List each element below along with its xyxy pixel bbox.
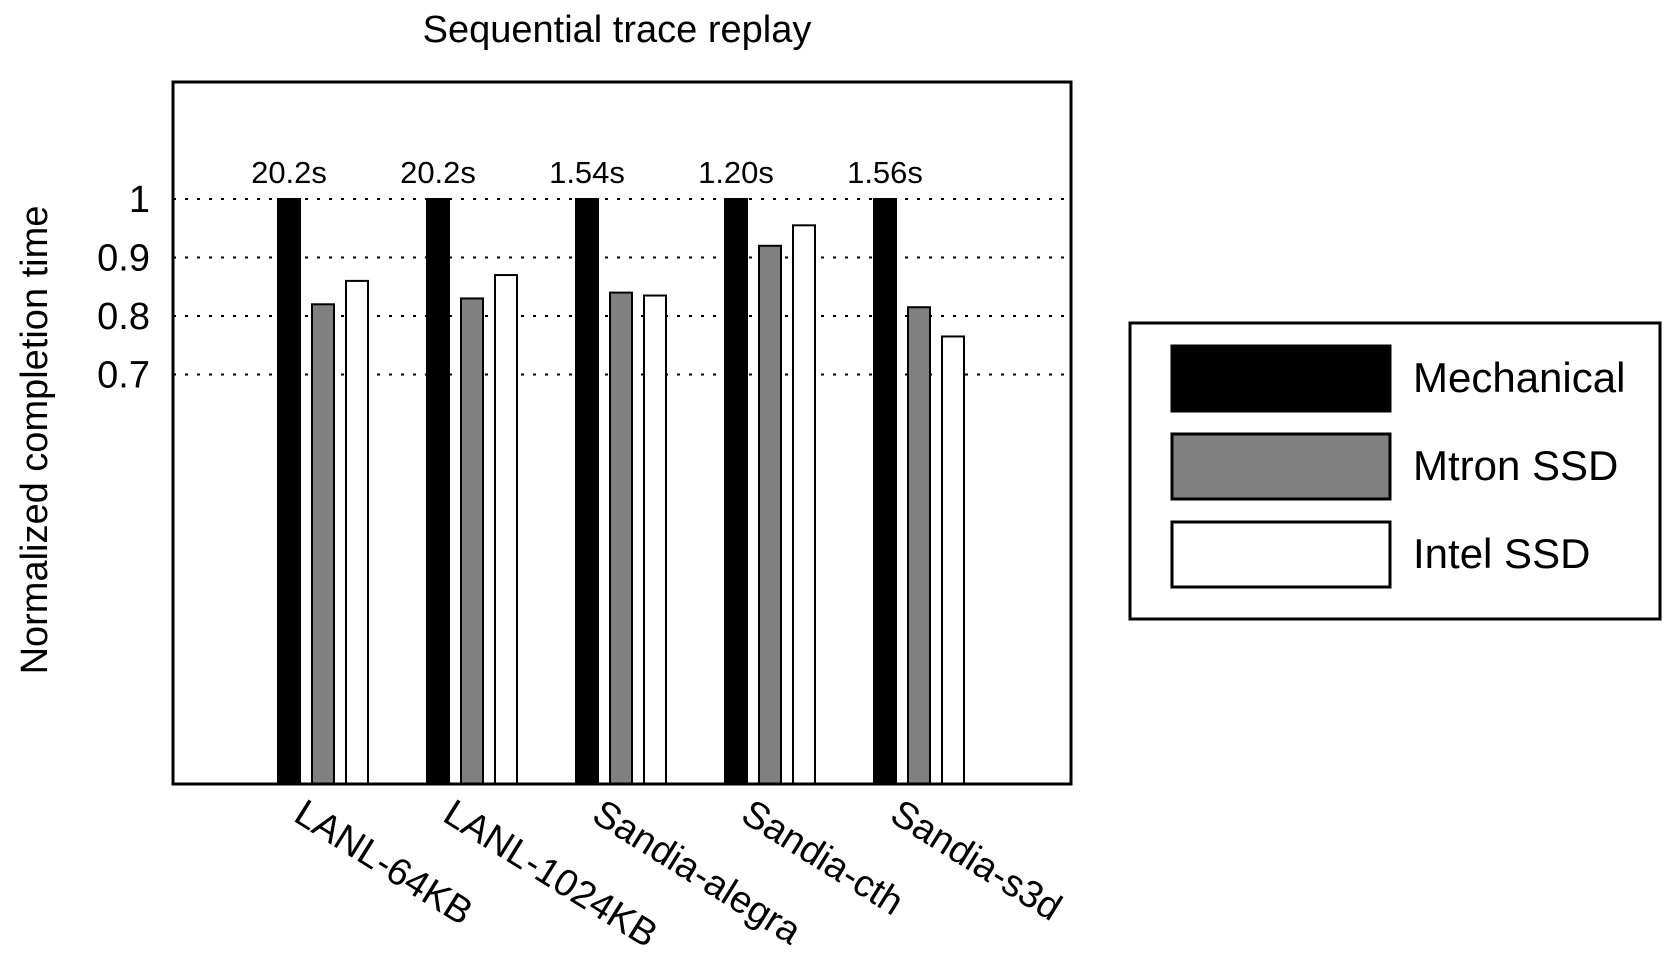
legend: Mechanical Mtron SSD Intel SSD (1128, 321, 1662, 621)
bar-annotation: 1.56s (847, 155, 923, 190)
y-tick-label: 1 (129, 179, 150, 221)
chart-title: Sequential trace replay (423, 9, 812, 51)
bar (792, 224, 816, 785)
bar (758, 244, 782, 786)
bar-annotation: 20.2s (400, 155, 476, 190)
bar (345, 279, 369, 785)
x-axis-tick-labels: LANL-64KBLANL-1024KBSandia-alegraSandia-… (287, 792, 1068, 956)
bar (873, 198, 897, 785)
plot-frame (171, 80, 1073, 786)
y-tick-label: 0.8 (97, 296, 150, 338)
bar (494, 274, 518, 785)
legend-swatch (1170, 344, 1392, 413)
bar-annotations: 20.2s 20.2s 1.54s 1.20s 1.56s (251, 155, 923, 190)
bar (609, 291, 633, 785)
y-tick-label: 0.7 (97, 355, 150, 397)
bars (277, 198, 965, 786)
bar-annotation: 20.2s (251, 155, 327, 190)
bar (460, 297, 484, 785)
bar (575, 198, 599, 785)
bar (941, 335, 965, 785)
y-axis-label: Normalized completion time (14, 206, 56, 675)
bar (724, 198, 748, 785)
y-axis-ticks: 0.7 0.8 0.9 1 (97, 179, 150, 397)
y-tick-label: 0.9 (97, 238, 150, 280)
bar (277, 198, 301, 785)
legend-swatch (1170, 520, 1392, 589)
bar-annotation: 1.54s (549, 155, 625, 190)
legend-label: Mtron SSD (1413, 442, 1618, 489)
bar (907, 306, 931, 785)
legend-label: Intel SSD (1413, 530, 1590, 577)
bar (311, 303, 335, 785)
legend-swatch (1170, 432, 1392, 501)
bar-annotation: 1.20s (698, 155, 774, 190)
legend-label: Mechanical (1413, 354, 1625, 401)
bar (643, 294, 667, 785)
x-tick-label: Sandia-s3d (883, 792, 1068, 929)
bar (426, 198, 450, 785)
